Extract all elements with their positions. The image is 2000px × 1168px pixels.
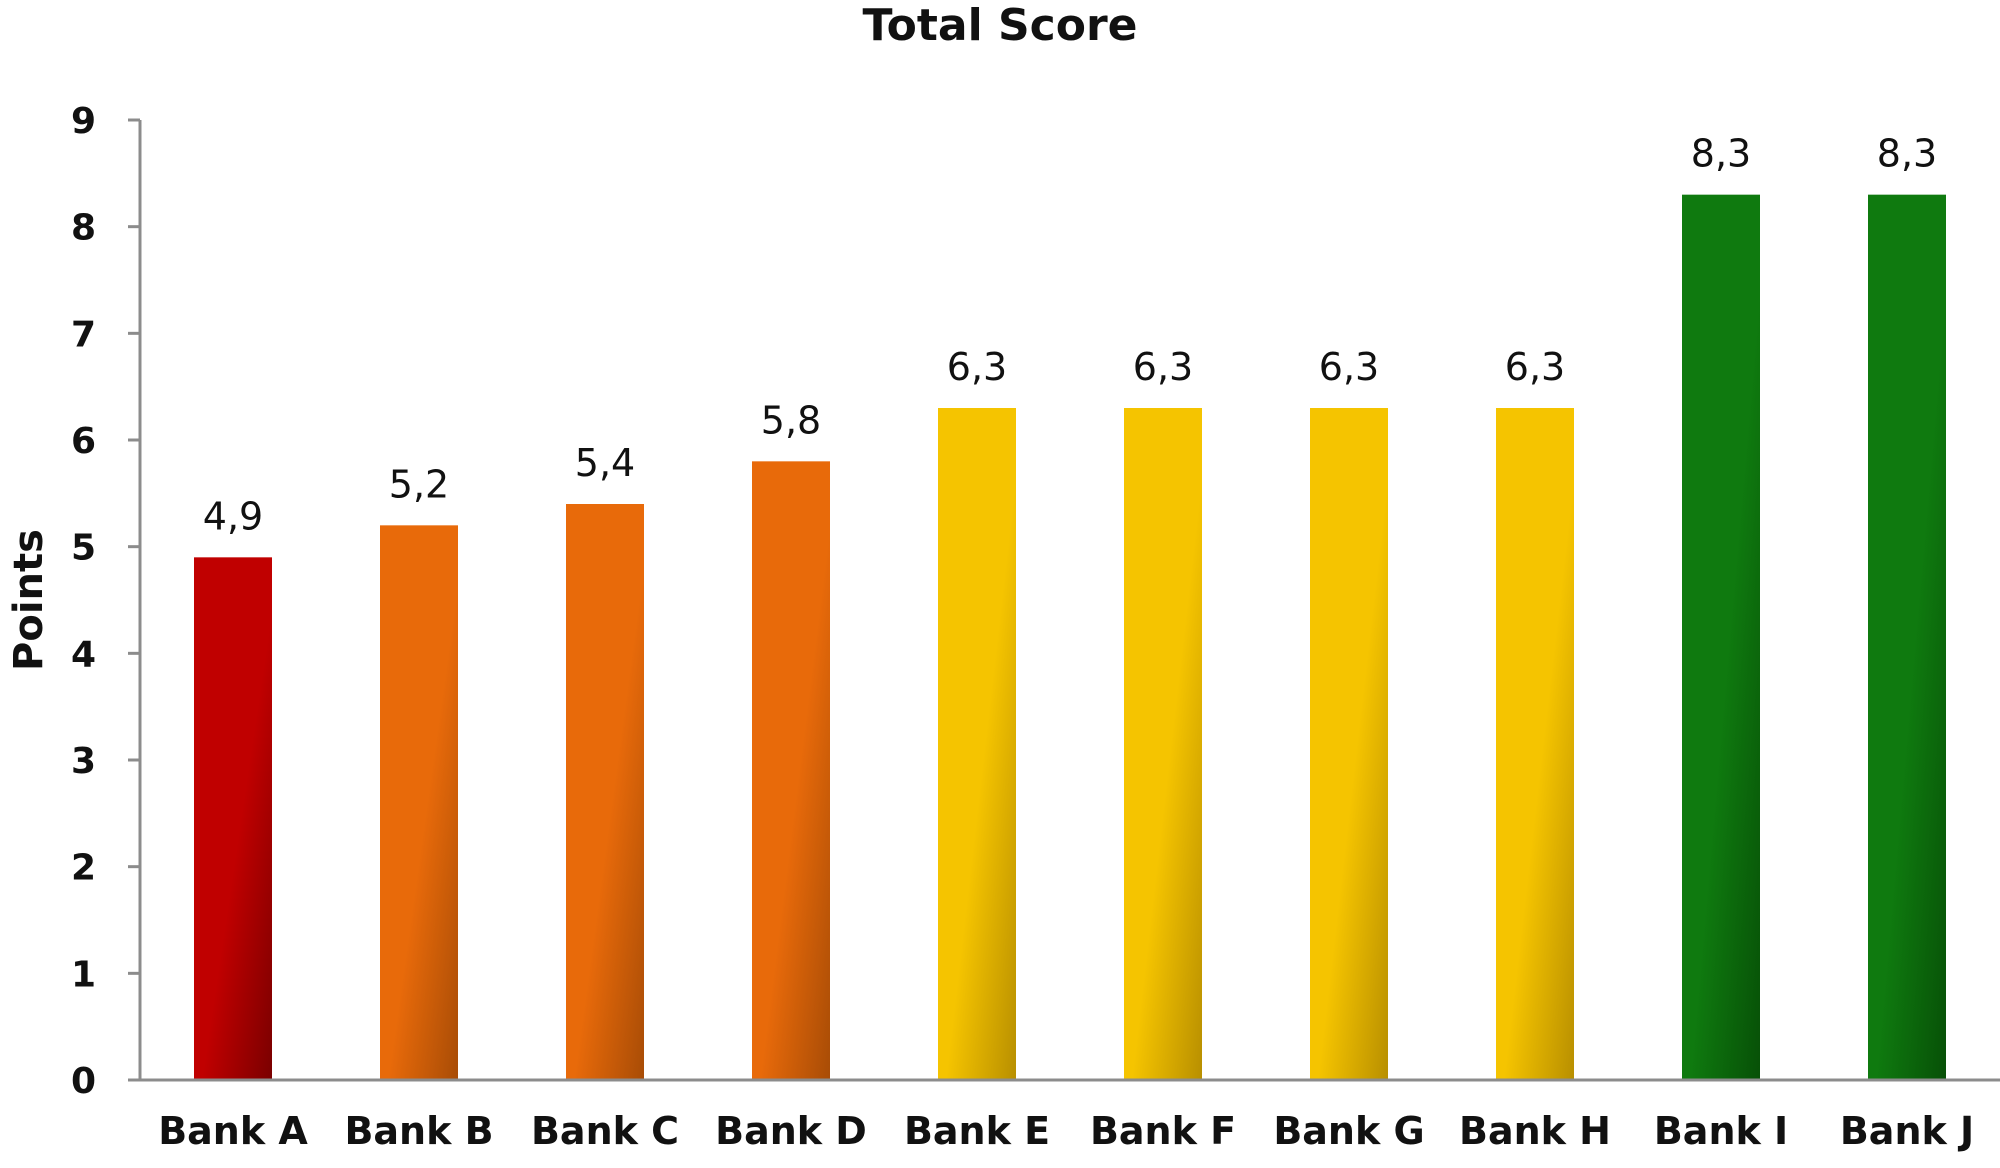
x-tick-label: Bank C xyxy=(531,1109,679,1153)
bar-value-label: 4,9 xyxy=(203,494,263,538)
bar-bank-c xyxy=(566,504,644,1080)
x-tick-label: Bank B xyxy=(344,1109,493,1153)
x-tick-label: Bank A xyxy=(158,1109,308,1153)
y-tick-label: 4 xyxy=(71,634,96,675)
bar-value-label: 8,3 xyxy=(1691,132,1751,176)
x-tick-label: Bank H xyxy=(1459,1109,1611,1153)
y-tick-label: 5 xyxy=(71,528,96,569)
x-axis: Bank A Bank B Bank C Bank D Bank E Bank F Bank… xyxy=(158,1109,1974,1153)
bar-series xyxy=(194,194,1946,1080)
chart-title: Total Score xyxy=(862,0,1137,51)
x-tick-label: Bank I xyxy=(1654,1109,1788,1153)
bar-value-label: 8,3 xyxy=(1877,132,1937,176)
bar-bank-f xyxy=(1124,408,1202,1080)
bar-bank-g xyxy=(1310,408,1388,1080)
x-tick-label: Bank D xyxy=(715,1109,867,1153)
bar-value-label: 6,3 xyxy=(1133,345,1193,389)
bar-value-label: 6,3 xyxy=(1505,345,1565,389)
bar-value-label: 6,3 xyxy=(1319,345,1379,389)
bar-bank-a xyxy=(194,557,272,1080)
y-axis-label: Points xyxy=(6,529,52,671)
x-tick-label: Bank G xyxy=(1273,1109,1424,1153)
bar-bank-h xyxy=(1496,408,1574,1080)
bar-bank-d xyxy=(752,461,830,1080)
y-axis: 0 1 2 3 4 5 6 7 8 9 xyxy=(71,101,140,1102)
bar-bank-j xyxy=(1868,194,1946,1080)
y-tick-label: 3 xyxy=(71,741,96,782)
y-tick-label: 1 xyxy=(71,954,96,995)
x-tick-label: Bank F xyxy=(1090,1109,1236,1153)
x-tick-label: Bank J xyxy=(1840,1109,1974,1153)
y-tick-label: 7 xyxy=(71,314,96,355)
bar-value-label: 5,4 xyxy=(575,441,635,485)
y-tick-label: 2 xyxy=(71,848,96,889)
y-tick-label: 6 xyxy=(71,421,96,462)
value-labels: 4,9 5,2 5,4 5,8 6,3 6,3 6,3 6,3 8,3 8,3 xyxy=(203,132,1937,539)
bar-bank-i xyxy=(1682,194,1760,1080)
y-tick-label: 8 xyxy=(71,208,96,249)
bar-value-label: 6,3 xyxy=(947,345,1007,389)
y-tick-label: 0 xyxy=(71,1061,96,1102)
bar-value-label: 5,2 xyxy=(389,462,449,506)
bar-bank-e xyxy=(938,408,1016,1080)
x-tick-label: Bank E xyxy=(904,1109,1050,1153)
y-tick-label: 9 xyxy=(71,101,96,142)
bar-value-label: 5,8 xyxy=(761,398,821,442)
bar-bank-b xyxy=(380,525,458,1080)
